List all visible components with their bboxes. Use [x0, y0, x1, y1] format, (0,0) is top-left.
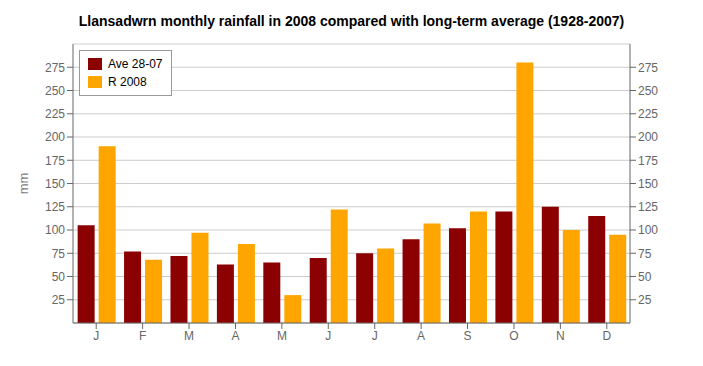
svg-text:100: 100 [638, 223, 658, 237]
svg-text:100: 100 [45, 223, 65, 237]
svg-text:200: 200 [638, 130, 658, 144]
svg-text:200: 200 [45, 130, 65, 144]
svg-text:225: 225 [45, 107, 65, 121]
svg-text:S: S [464, 329, 472, 343]
svg-text:M: M [277, 329, 287, 343]
svg-text:75: 75 [52, 247, 66, 261]
html-text:Ave 28-07: Ave 28-07 [108, 57, 163, 71]
svg-text:50: 50 [52, 270, 66, 284]
svg-text:150: 150 [638, 177, 658, 191]
svg-text:275: 275 [638, 61, 658, 75]
svg-text:25: 25 [638, 293, 652, 307]
svg-text:275: 275 [45, 61, 65, 75]
svg-text:250: 250 [45, 84, 65, 98]
html-text:Llansadwrn monthly rainfall in: Llansadwrn monthly rainfall in 2008 comp… [78, 13, 625, 29]
svg-text:175: 175 [45, 154, 65, 168]
svg-text:mm: mm [16, 173, 31, 195]
svg-text:N: N [556, 329, 565, 343]
svg-text:150: 150 [45, 177, 65, 191]
svg-text:O: O [509, 329, 518, 343]
svg-text:J: J [93, 329, 99, 343]
svg-text:25: 25 [52, 293, 66, 307]
svg-text:M: M [184, 329, 194, 343]
svg-text:75: 75 [638, 247, 652, 261]
svg-text:50: 50 [638, 270, 652, 284]
svg-text:125: 125 [638, 200, 658, 214]
svg-text:D: D [602, 329, 611, 343]
svg-text:225: 225 [638, 107, 658, 121]
svg-text:J: J [372, 329, 378, 343]
html-text:R 2008: R 2008 [108, 75, 147, 89]
svg-text:F: F [139, 329, 146, 343]
svg-text:J: J [325, 329, 331, 343]
svg-text:250: 250 [638, 84, 658, 98]
svg-text:125: 125 [45, 200, 65, 214]
svg-text:175: 175 [638, 154, 658, 168]
svg-text:A: A [231, 329, 239, 343]
svg-text:A: A [417, 329, 425, 343]
